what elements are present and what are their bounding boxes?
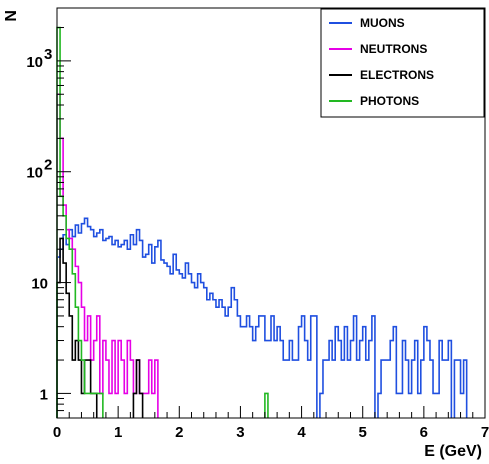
legend-label-photons: PHOTONS xyxy=(360,94,419,108)
x-tick-label: 4 xyxy=(297,424,306,441)
x-tick-label: 3 xyxy=(236,424,244,441)
y-tick-label: 1 xyxy=(40,386,48,403)
series-layer xyxy=(56,26,468,418)
legend-entries: MUONS NEUTRONS ELECTRONS PHOTONS xyxy=(329,16,434,108)
legend-label-muons: MUONS xyxy=(360,16,405,30)
x-tick-label: 0 xyxy=(53,424,61,441)
legend: MUONS NEUTRONS ELECTRONS PHOTONS xyxy=(320,8,485,118)
x-tick-label: 5 xyxy=(359,424,367,441)
plot-frame xyxy=(56,7,486,419)
y-tick-label: 10 xyxy=(26,165,43,182)
y-axis-title: N xyxy=(3,10,20,22)
legend-label-electrons: ELECTRONS xyxy=(360,68,434,82)
y-tick-label: 10 xyxy=(31,276,48,293)
legend-label-neutrons: NEUTRONS xyxy=(360,42,427,56)
x-tick-label: 2 xyxy=(175,424,183,441)
series-muons xyxy=(56,217,468,418)
y-tick-exponent: 3 xyxy=(44,46,52,63)
legend-box xyxy=(320,8,485,118)
x-tick-label: 6 xyxy=(420,424,428,441)
series-photons xyxy=(56,26,269,418)
x-tick-label: 7 xyxy=(481,424,489,441)
x-axis-title: E (GeV) xyxy=(424,443,482,460)
y-tick-label: 10 xyxy=(26,54,43,71)
series-electrons xyxy=(56,237,144,418)
x-tick-label: 1 xyxy=(114,424,122,441)
y-tick-exponent: 2 xyxy=(44,157,52,174)
